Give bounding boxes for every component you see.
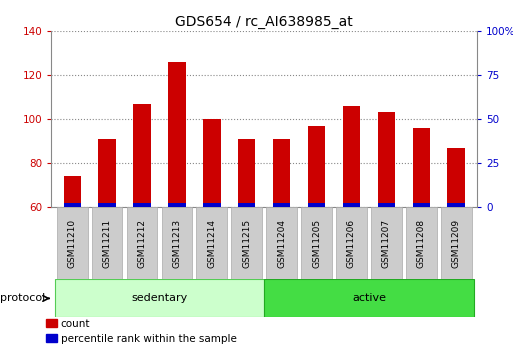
Text: GSM11207: GSM11207 [382, 219, 391, 268]
FancyBboxPatch shape [406, 207, 437, 279]
Bar [447, 204, 465, 207]
Text: GSM11204: GSM11204 [277, 219, 286, 268]
FancyBboxPatch shape [55, 279, 264, 317]
Bar [343, 204, 360, 207]
Bar [412, 204, 430, 207]
Bar [273, 139, 290, 207]
Bar [168, 204, 186, 207]
FancyBboxPatch shape [441, 207, 471, 279]
Text: GSM11205: GSM11205 [312, 219, 321, 268]
FancyBboxPatch shape [264, 279, 473, 317]
Bar [64, 204, 81, 207]
Bar [447, 148, 465, 207]
Bar [98, 139, 116, 207]
FancyBboxPatch shape [196, 207, 227, 279]
FancyBboxPatch shape [231, 207, 262, 279]
Bar [64, 176, 81, 207]
FancyBboxPatch shape [301, 207, 332, 279]
Bar [133, 104, 151, 207]
Text: protocol: protocol [0, 294, 45, 303]
Bar [273, 204, 290, 207]
Text: GSM11206: GSM11206 [347, 219, 356, 268]
Text: GSM11208: GSM11208 [417, 219, 426, 268]
FancyBboxPatch shape [57, 207, 88, 279]
Bar [203, 204, 221, 207]
FancyBboxPatch shape [266, 207, 297, 279]
Bar [308, 204, 325, 207]
Text: sedentary: sedentary [131, 294, 188, 303]
Bar [308, 126, 325, 207]
Legend: count, percentile rank within the sample: count, percentile rank within the sample [46, 318, 236, 344]
Bar [168, 62, 186, 207]
FancyBboxPatch shape [336, 207, 367, 279]
Bar [378, 112, 395, 207]
Text: GSM11213: GSM11213 [172, 219, 182, 268]
Text: active: active [352, 294, 386, 303]
FancyBboxPatch shape [162, 207, 192, 279]
Bar [378, 204, 395, 207]
Text: GSM11211: GSM11211 [103, 219, 112, 268]
Bar [98, 204, 116, 207]
Bar [343, 106, 360, 207]
Text: GSM11210: GSM11210 [68, 219, 77, 268]
FancyBboxPatch shape [92, 207, 123, 279]
Bar [203, 119, 221, 207]
Bar [412, 128, 430, 207]
Text: GSM11209: GSM11209 [451, 219, 461, 268]
FancyBboxPatch shape [127, 207, 157, 279]
Bar [238, 139, 255, 207]
Bar [133, 204, 151, 207]
Title: GDS654 / rc_AI638985_at: GDS654 / rc_AI638985_at [175, 14, 353, 29]
Bar [238, 204, 255, 207]
Text: GSM11215: GSM11215 [242, 219, 251, 268]
Text: GSM11214: GSM11214 [207, 219, 216, 268]
FancyBboxPatch shape [371, 207, 402, 279]
Text: GSM11212: GSM11212 [137, 219, 147, 268]
